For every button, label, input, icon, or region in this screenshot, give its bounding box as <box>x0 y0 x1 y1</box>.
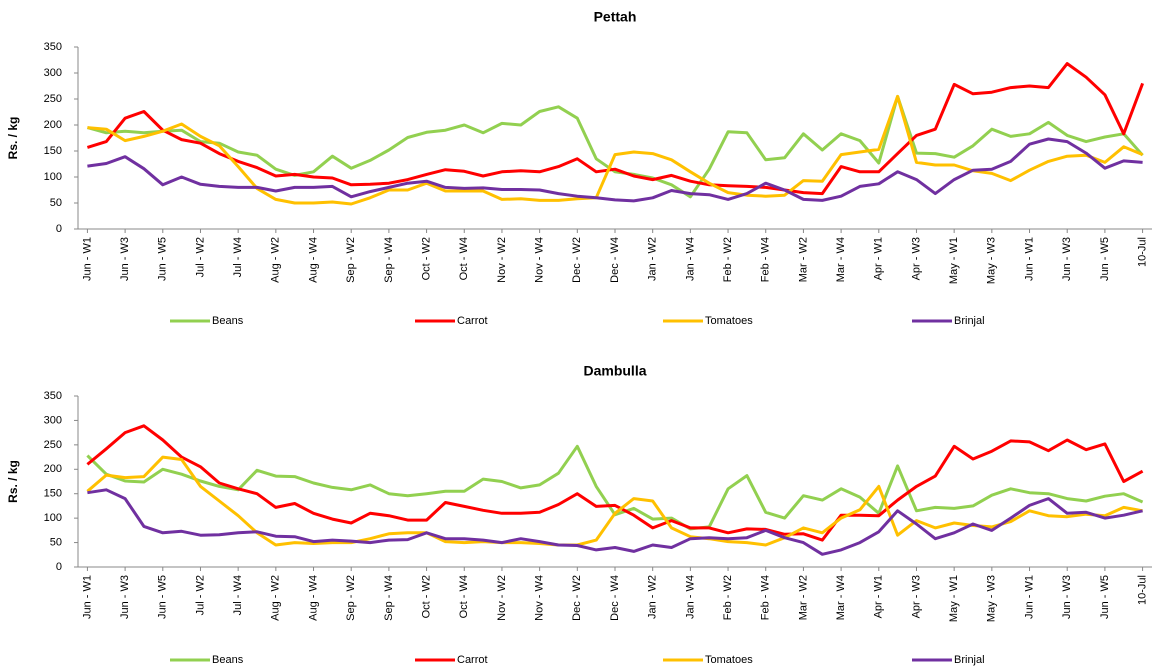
x-tick-label: Jun - W3 <box>1061 237 1073 281</box>
x-tick-label: Apr - W3 <box>910 575 922 618</box>
x-tick-label: Jun - W1 <box>81 575 93 619</box>
legend-label: Beans <box>212 315 244 327</box>
y-tick-label: 250 <box>44 439 62 451</box>
x-tick-label: Jun - W1 <box>1023 575 1035 619</box>
y-tick-label: 0 <box>56 561 62 573</box>
x-tick-label: Apr - W1 <box>873 575 885 618</box>
x-tick-label: Jan - W4 <box>684 575 696 619</box>
y-tick-label: 300 <box>44 414 62 426</box>
y-tick-label: 50 <box>50 536 62 548</box>
x-tick-label: Nov - W2 <box>496 575 508 621</box>
x-tick-label: Feb - W2 <box>722 237 734 282</box>
x-tick-label: Aug - W4 <box>307 575 319 621</box>
x-tick-label: Aug - W4 <box>307 237 319 283</box>
y-tick-label: 0 <box>56 223 62 235</box>
x-tick-label: Jan - W2 <box>647 575 659 619</box>
x-tick-label: Jun - W5 <box>1099 575 1111 619</box>
x-tick-label: Oct - W2 <box>420 575 432 618</box>
x-tick-label: Jul - W2 <box>194 575 206 615</box>
x-tick-label: Oct - W4 <box>458 575 470 618</box>
x-tick-label: Dec - W4 <box>609 237 621 283</box>
y-tick-label: 300 <box>44 67 62 79</box>
x-tick-label: Jul - W4 <box>232 237 244 277</box>
x-tick-label: Sep - W2 <box>345 237 357 283</box>
legend-label: Tomatoes <box>705 654 753 666</box>
x-tick-label: Jul - W2 <box>194 237 206 277</box>
legend-label: Brinjal <box>954 654 985 666</box>
legend-label: Tomatoes <box>705 315 753 327</box>
x-tick-label: Mar - W2 <box>797 237 809 282</box>
x-tick-label: Jun - W5 <box>157 237 169 281</box>
x-tick-label: Jan - W2 <box>647 237 659 281</box>
x-tick-label: Jun - W5 <box>1099 237 1111 281</box>
y-tick-label: 150 <box>44 145 62 157</box>
legend-label: Brinjal <box>954 315 985 327</box>
series-line <box>87 137 1143 203</box>
x-tick-label: Jun - W3 <box>119 237 131 281</box>
x-tick-label: Mar - W4 <box>835 237 847 282</box>
series-line <box>87 488 1143 556</box>
y-tick-label: 100 <box>44 512 62 524</box>
x-tick-label: Nov - W4 <box>534 237 546 283</box>
x-tick-label: Jun - W5 <box>157 575 169 619</box>
x-tick-label: Dec - W4 <box>609 575 621 621</box>
x-tick-label: 10-Jul <box>1136 237 1148 267</box>
y-tick-label: 50 <box>50 197 62 209</box>
x-tick-label: Jun - W3 <box>119 575 131 619</box>
x-tick-label: Oct - W2 <box>420 237 432 280</box>
series-line <box>86 444 1144 531</box>
y-tick-label: 200 <box>44 463 62 475</box>
x-tick-label: Sep - W4 <box>383 575 395 621</box>
y-tick-label: 250 <box>44 93 62 105</box>
series-line <box>87 94 1144 199</box>
series-line <box>86 455 1143 547</box>
x-tick-label: Feb - W4 <box>760 237 772 282</box>
x-tick-label: May - W3 <box>986 575 998 622</box>
legend-label: Beans <box>212 654 244 666</box>
x-tick-label: Apr - W1 <box>873 237 885 280</box>
x-tick-label: Mar - W4 <box>835 575 847 620</box>
y-tick-label: 350 <box>44 390 62 402</box>
x-tick-label: May - W3 <box>986 237 998 284</box>
x-tick-label: Apr - W3 <box>910 237 922 280</box>
x-tick-label: Jan - W4 <box>684 237 696 281</box>
y-axis-label: Rs. / kg <box>6 117 20 160</box>
series-line <box>86 62 1145 196</box>
x-tick-label: Feb - W2 <box>722 575 734 620</box>
x-tick-label: Mar - W2 <box>797 575 809 620</box>
x-tick-label: Feb - W4 <box>760 575 772 620</box>
legend-label: Carrot <box>457 315 488 327</box>
y-tick-label: 350 <box>44 41 62 53</box>
y-axis-label: Rs. / kg <box>6 460 20 503</box>
x-tick-label: Aug - W2 <box>270 575 282 621</box>
legend-label: Carrot <box>457 654 488 666</box>
x-tick-label: May - W1 <box>948 237 960 284</box>
x-tick-label: Sep - W2 <box>345 575 357 621</box>
x-tick-label: Nov - W2 <box>496 237 508 283</box>
x-tick-label: Nov - W4 <box>534 575 546 621</box>
chart-title: Dambulla <box>583 363 646 379</box>
y-tick-label: 150 <box>44 488 62 500</box>
x-tick-label: Aug - W2 <box>270 237 282 283</box>
x-tick-label: May - W1 <box>948 575 960 622</box>
y-tick-label: 100 <box>44 171 62 183</box>
series-line <box>87 94 1144 206</box>
x-tick-label: Dec - W2 <box>571 575 583 621</box>
x-tick-label: Jun - W3 <box>1061 575 1073 619</box>
x-tick-label: Dec - W2 <box>571 237 583 283</box>
chart-title: Pettah <box>594 9 637 25</box>
series-line <box>86 424 1144 542</box>
x-tick-label: Jul - W4 <box>232 575 244 615</box>
x-tick-label: Jun - W1 <box>81 237 93 281</box>
x-tick-label: Sep - W4 <box>383 237 395 283</box>
x-tick-label: Jun - W1 <box>1023 237 1035 281</box>
x-tick-label: 10-Jul <box>1136 575 1148 605</box>
y-tick-label: 200 <box>44 119 62 131</box>
x-tick-label: Oct - W4 <box>458 237 470 280</box>
